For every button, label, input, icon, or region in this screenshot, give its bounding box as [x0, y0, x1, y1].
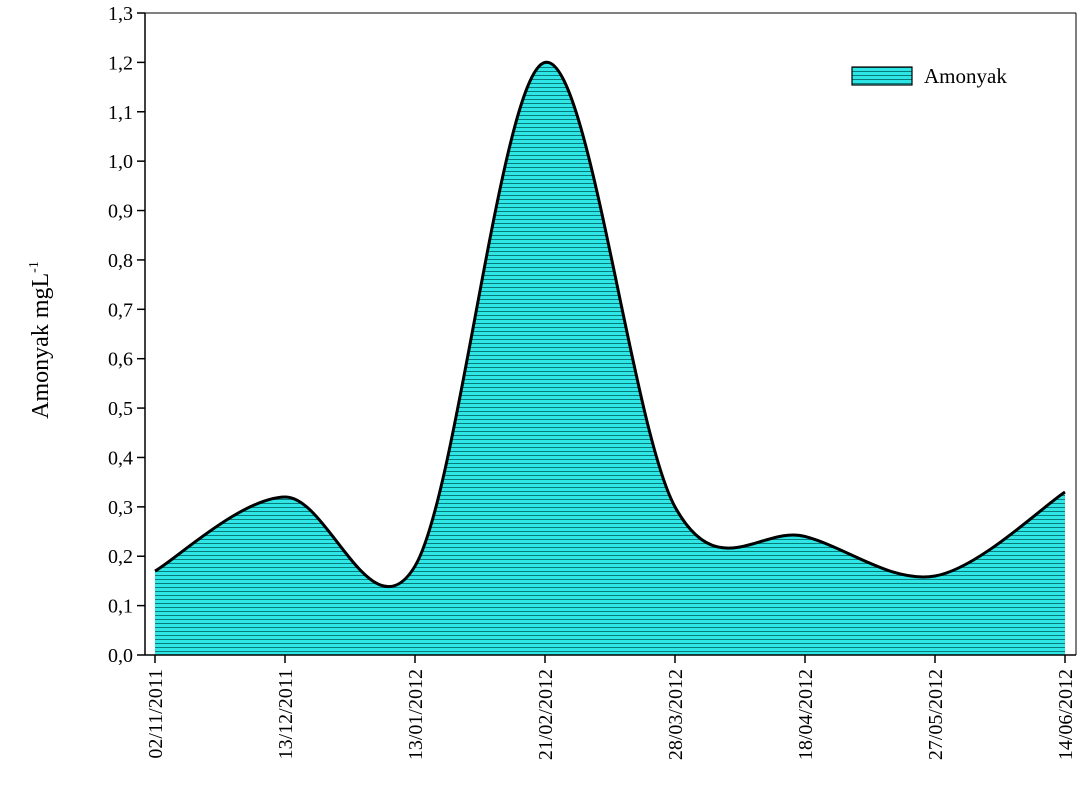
y-tick-label: 1,1	[108, 102, 133, 124]
plot-area	[154, 60, 1066, 655]
x-tick-label: 27/05/2012	[925, 669, 947, 760]
x-tick-label: 13/01/2012	[405, 669, 427, 760]
y-tick-label: 0,7	[108, 299, 133, 321]
y-tick-label: 0,6	[108, 349, 133, 371]
y-tick-label: 0,4	[108, 447, 133, 469]
legend: Amonyak	[851, 64, 1007, 88]
legend-swatch-amonyak	[851, 66, 913, 86]
axes: 0,0 0,1 0,2 0,3 0,4 0,5 0,6 0,7 0,8 0,9 1,0 1,1 1,2 1…	[108, 3, 1077, 760]
y-tick-label: 0,1	[108, 596, 133, 618]
y-tick-label: 1,0	[108, 151, 133, 173]
y-tick-label: 0,0	[108, 645, 133, 667]
x-tick-label: 13/12/2011	[275, 669, 297, 759]
y-tick-label: 0,8	[108, 250, 133, 272]
x-tick-label: 21/02/2012	[535, 669, 557, 760]
series-area-amonyak	[155, 62, 1065, 655]
y-axis-title: Amonyak mgL-1	[27, 261, 54, 419]
y-tick-label: 1,2	[108, 52, 133, 74]
y-axis-title-text: Amonyak mgL	[28, 273, 54, 419]
y-tick-label: 1,3	[108, 3, 133, 25]
y-tick-label: 0,2	[108, 546, 133, 568]
x-tick-label: 28/03/2012	[665, 669, 687, 760]
legend-label-amonyak: Amonyak	[924, 64, 1007, 88]
y-tick-label: 0,3	[108, 497, 133, 519]
x-tick-label: 02/11/2011	[145, 669, 167, 759]
y-tick-label: 0,5	[108, 398, 133, 420]
x-tick-label: 18/04/2012	[795, 669, 817, 760]
x-tick-label: 14/06/2012	[1055, 669, 1077, 760]
y-axis-title-superscript: -1	[27, 261, 42, 273]
series-line-amonyak	[154, 60, 1066, 588]
y-tick-label: 0,9	[108, 201, 133, 223]
